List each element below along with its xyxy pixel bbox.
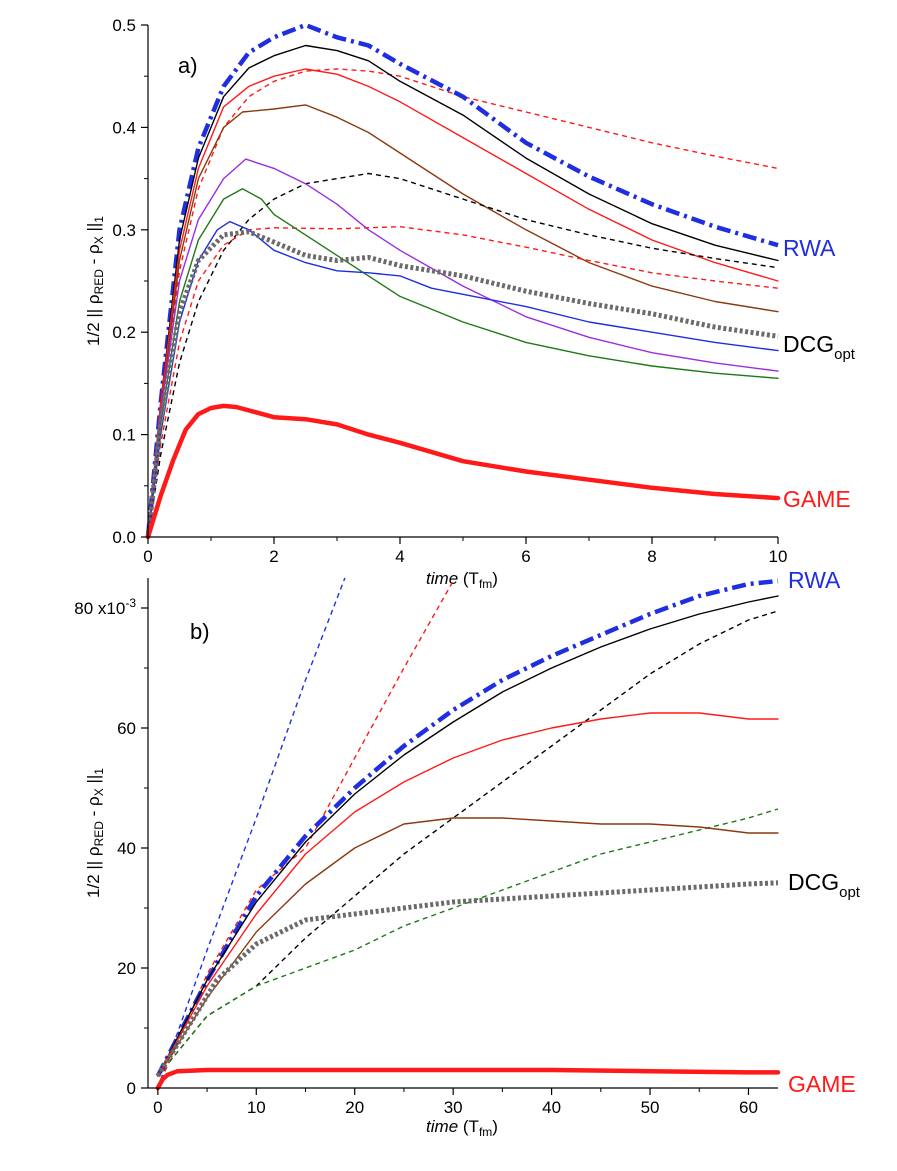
panel-b-series-blue-dashed xyxy=(157,577,346,1089)
panel-b-series-rwa-thick xyxy=(155,578,779,1078)
panel-a-series-green-solid xyxy=(147,188,779,538)
panel-b-series-green-dashed xyxy=(157,808,779,1077)
panel-a-x-ticks: 0 2 4 6 8 10 xyxy=(143,537,787,566)
panel-a-label-rwa: RWA xyxy=(783,235,836,261)
panel-b-x-tick-label: 30 xyxy=(444,1098,463,1117)
panel-a-curves xyxy=(145,22,781,540)
panel-b-series-dcg-opt-gray xyxy=(155,880,779,1078)
panel-b-y-tick-label: 40 xyxy=(117,839,136,858)
panel-b-series-black-solid xyxy=(157,595,779,1077)
panel-b-y-axis-title: 1/2 || ρRED - ρX ||1 xyxy=(84,768,106,898)
panel-a-y-ticks: 0.0 0.1 0.2 0.3 0.4 0.5 xyxy=(112,16,148,547)
panel-a-y-tick-label: 0.0 xyxy=(112,528,136,547)
panel-a: 0 2 4 6 8 10 0.0 0.1 0.2 0.3 0.4 0.5 a) time (Tfm)… xyxy=(84,16,856,591)
panel-a-x-tick-label: 0 xyxy=(143,547,152,566)
panel-a-series-red-dashed-top xyxy=(147,68,779,538)
panel-a-series-purple-solid xyxy=(147,158,779,538)
panel-a-series-red-solid xyxy=(147,68,779,538)
panel-b-x-tick-label: 60 xyxy=(739,1098,758,1117)
panel-b-y-tick-label: 60 xyxy=(117,719,136,738)
panel-a-x-tick-label: 6 xyxy=(521,547,530,566)
panel-a-series-black-dashed xyxy=(147,172,779,538)
panel-b-curves xyxy=(155,577,781,1091)
panel-b-x-tick-label: 20 xyxy=(345,1098,364,1117)
panel-a-series-black-solid xyxy=(147,44,779,538)
panel-b-y-ticks: 0 20 40 60 80 x10-3 xyxy=(74,596,148,1098)
panel-a-series-game-thick xyxy=(145,403,781,540)
panel-a-series-brown-solid xyxy=(147,104,779,538)
panel-b-y-tick-label: 0 xyxy=(127,1079,136,1098)
panel-a-y-axis-title: 1/2 || ρRED - ρX ||1 xyxy=(84,216,106,346)
panel-a-label: a) xyxy=(178,53,198,78)
panel-a-series-dcg-opt-gray xyxy=(145,229,779,538)
panel-b-x-tick-label: 40 xyxy=(542,1098,561,1117)
panel-a-y-tick-label: 0.4 xyxy=(112,118,136,137)
panel-b-y-tick-label: 20 xyxy=(117,959,136,978)
panel-a-y-tick-label: 0.1 xyxy=(112,426,136,445)
panel-b: 0 10 20 30 40 50 60 0 20 40 60 80 x10-3 b) time (T… xyxy=(74,567,861,1139)
panel-b-series-brown-solid xyxy=(157,817,779,1077)
panel-a-series-red-dashed-mid xyxy=(147,226,779,538)
panel-a-x-tick-label: 4 xyxy=(395,547,404,566)
panel-a-y-tick-label: 0.2 xyxy=(112,323,136,342)
panel-b-label: b) xyxy=(190,619,210,644)
panel-b-y-tick-label: 80 x10-3 xyxy=(74,596,136,618)
panel-b-x-tick-label: 50 xyxy=(641,1098,660,1117)
panel-b-series-red-solid xyxy=(157,712,779,1077)
panel-b-series-game-thick xyxy=(155,1067,781,1091)
panel-b-x-tick-label: 0 xyxy=(153,1098,162,1117)
panel-b-x-ticks: 0 10 20 30 40 50 60 xyxy=(153,1088,758,1117)
panel-a-y-tick-label: 0.3 xyxy=(112,221,136,240)
panel-a-series-rwa-thick xyxy=(145,22,779,538)
panel-b-x-tick-label: 10 xyxy=(247,1098,266,1117)
panel-b-label-dcg-opt: DCGopt xyxy=(788,869,861,901)
panel-a-x-axis-title: time (Tfm) xyxy=(426,569,498,591)
panel-a-label-game: GAME xyxy=(783,486,851,512)
panel-b-label-game: GAME xyxy=(788,1071,856,1097)
panel-a-x-tick-label: 2 xyxy=(269,547,278,566)
panel-b-series-black-dashed xyxy=(157,610,779,1077)
panel-a-y-tick-label: 0.5 xyxy=(112,16,136,35)
panel-a-label-dcg-opt: DCGopt xyxy=(783,331,856,363)
panel-b-x-axis-title: time (Tfm) xyxy=(426,1117,498,1139)
panel-b-label-rwa: RWA xyxy=(788,567,841,593)
panel-a-x-tick-label: 8 xyxy=(647,547,656,566)
panel-a-x-tick-label: 10 xyxy=(769,547,788,566)
